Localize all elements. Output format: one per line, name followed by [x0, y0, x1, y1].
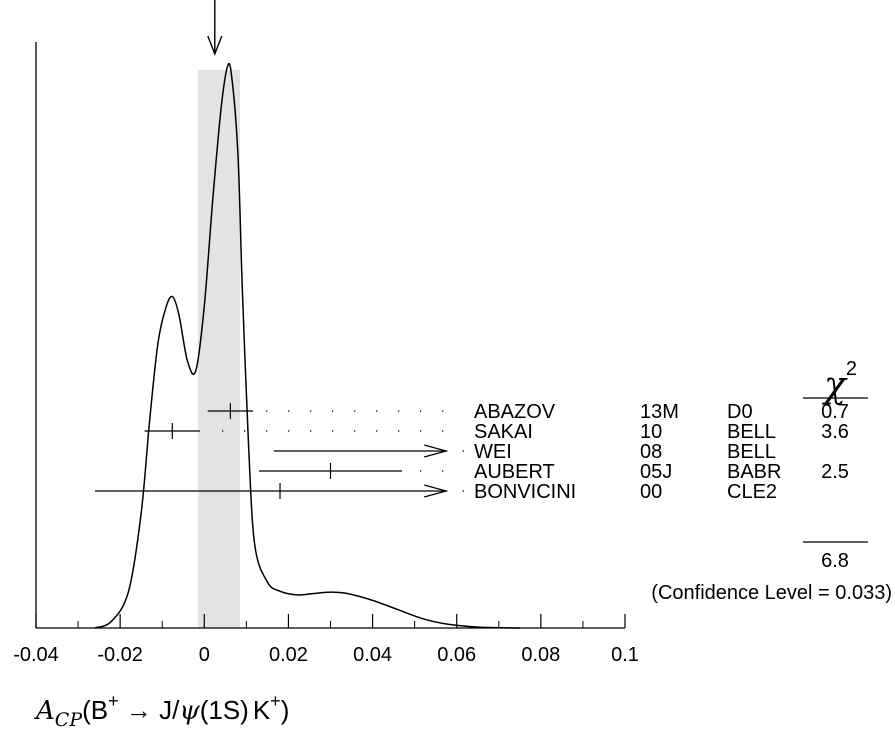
author: SAKAI — [474, 421, 533, 443]
xlabel-j: J/ — [159, 695, 180, 725]
x-axis-ticks: -0.04 -0.02 0 0.02 0.04 0.06 0.08 0.1 — [13, 614, 639, 666]
xlabel-k-plus: + — [270, 691, 281, 711]
chi2-exponent: 2 — [846, 358, 857, 380]
author: WEI — [474, 441, 512, 463]
chi2-symbol: χ — [821, 365, 848, 406]
x-tick-label: 0.04 — [353, 644, 392, 666]
x-axis-label: ACP(B+ → J/ψ(1S) K+) — [34, 691, 289, 731]
author: ABAZOV — [474, 401, 556, 423]
mean-arrow-head — [207, 35, 223, 56]
experiment: BABR — [727, 461, 781, 483]
chi2-value: 3.6 — [821, 421, 849, 443]
xlabel-arrow: → — [119, 695, 159, 725]
ideogram-curve — [94, 62, 520, 629]
limit-arrow-head — [424, 444, 449, 458]
measurement-row: ABAZOV 13M D0 0.7 — [207, 401, 849, 423]
xlabel-k: K — [253, 695, 271, 725]
x-tick-label: 0.1 — [611, 644, 639, 666]
weighted-average-band — [197, 70, 241, 628]
x-tick-label: 0.06 — [437, 644, 476, 666]
measurement-row: BONVICINI 00 CLE2 — [94, 481, 777, 503]
xlabel-sub: CP — [55, 709, 84, 731]
chi2-value: 0.7 — [821, 401, 849, 423]
experiment: BELL — [727, 421, 776, 443]
author: AUBERT — [474, 461, 555, 483]
measurement-row: AUBERT 05J BABR 2.5 — [258, 461, 849, 483]
xlabel-state: (1S) — [200, 695, 249, 725]
reference: 08 — [640, 441, 662, 463]
reference: 00 — [640, 481, 662, 503]
experiment: CLE2 — [727, 481, 777, 503]
x-tick-label: 0 — [199, 644, 210, 666]
measurement-row: SAKAI 10 BELL 3.6 — [144, 421, 849, 443]
author: BONVICINI — [474, 481, 576, 503]
confidence-level: (Confidence Level = 0.033) — [651, 582, 892, 604]
reference: 05J — [640, 461, 672, 483]
xlabel-a: A — [34, 696, 55, 726]
chi2-value: 2.5 — [821, 461, 849, 483]
limit-arrow-head — [424, 484, 449, 498]
xlabel-sup-plus: + — [108, 691, 119, 711]
xlabel-open: (B — [82, 695, 108, 725]
x-tick-label: -0.04 — [13, 644, 59, 666]
x-tick-label: 0.02 — [269, 644, 308, 666]
measurement-row: WEI 08 BELL — [273, 441, 776, 463]
reference: 10 — [640, 421, 662, 443]
experiment: BELL — [727, 441, 776, 463]
x-tick-label: 0.08 — [521, 644, 560, 666]
reference: 13M — [640, 401, 679, 423]
chi2-header: χ2 — [821, 358, 857, 406]
chi2-total: 6.8 — [821, 550, 849, 572]
mean-arrow — [207, 0, 223, 56]
experiment: D0 — [727, 401, 753, 423]
x-tick-label: -0.02 — [97, 644, 143, 666]
xlabel-close: ) — [281, 695, 290, 725]
xlabel-psi: ψ — [179, 696, 200, 726]
